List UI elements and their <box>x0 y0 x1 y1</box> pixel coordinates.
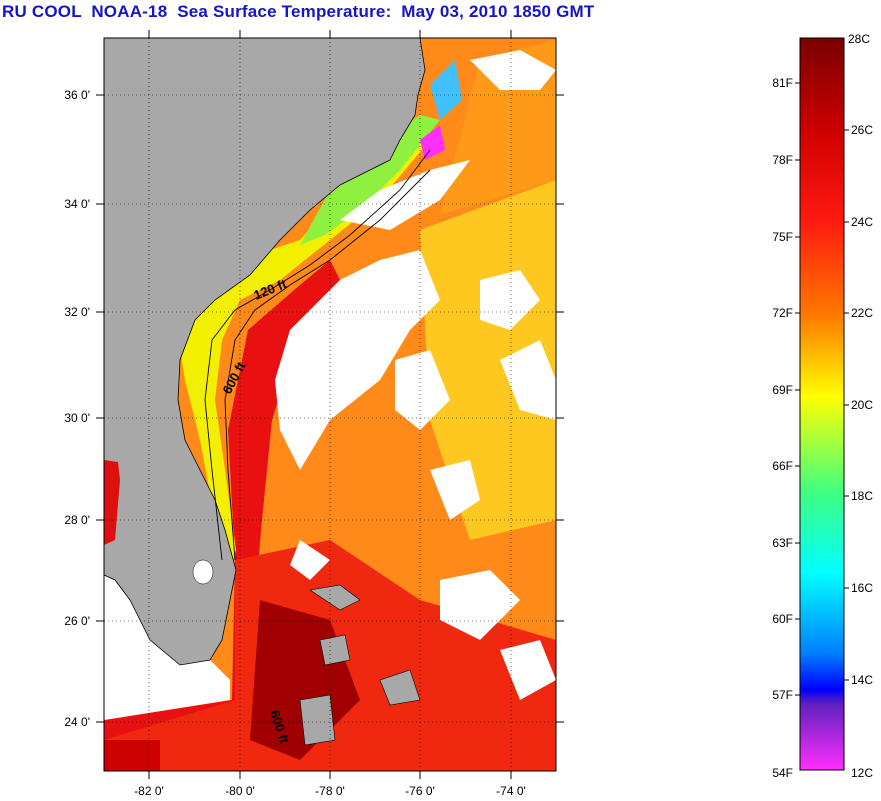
colorbar-c-label: 20C <box>851 398 873 412</box>
isobath-600ft <box>224 169 431 561</box>
colorbar-c-label: 12C <box>851 766 873 780</box>
map-gridlines <box>104 38 556 771</box>
bahamas-islands <box>299 584 421 746</box>
colorbar-c-label: 26C <box>851 123 873 137</box>
gulf-coast-water <box>104 460 120 545</box>
lon-label-78: -78 0' <box>315 784 345 798</box>
colorbar-f-label: 69F <box>772 383 793 397</box>
colorbar-f-label: 78F <box>772 153 793 167</box>
colorbar-f-label: 81F <box>772 76 793 90</box>
map-tick-marks <box>96 30 564 779</box>
lat-label-32: 32 0' <box>64 305 90 319</box>
ocean-yellow-region <box>420 180 556 540</box>
lon-label-80: -80 0' <box>225 784 255 798</box>
lat-label-24: 24 0' <box>64 715 90 729</box>
colorbar-f-label: 57F <box>772 688 793 702</box>
map-area <box>104 38 556 771</box>
colorbar-c-label: 24C <box>851 215 873 229</box>
colorbar-c-label: 14C <box>851 673 873 687</box>
cuba-coast-warm <box>104 740 160 771</box>
colorbar-fahrenheit-ticks <box>795 82 800 696</box>
colorbar-c-label: 16C <box>851 581 873 595</box>
colorbar-c-label: 28C <box>848 32 870 46</box>
cold-cyan-patch <box>430 60 462 120</box>
cloud-cover <box>104 38 556 720</box>
lat-label-28: 28 0' <box>64 513 90 527</box>
lat-label-34: 34 0' <box>64 197 90 211</box>
shelf-yellow-water <box>175 120 430 570</box>
lon-label-74: -74 0' <box>496 784 526 798</box>
colorbar-f-label: 72F <box>772 306 793 320</box>
colorbar-c-label: 22C <box>851 306 873 320</box>
colorbar-f-label: 75F <box>772 230 793 244</box>
lon-label-82: -82 0' <box>134 784 164 798</box>
chart-title: RU COOL NOAA-18 Sea Surface Temperature:… <box>2 2 595 21</box>
colorbar-c-label: 18C <box>851 489 873 503</box>
land-southeast-us <box>104 38 426 666</box>
lon-label-76: -76 0' <box>405 784 435 798</box>
colorbar-f-label: 60F <box>772 612 793 626</box>
colorbar-f-label: 63F <box>772 536 793 550</box>
colorbar-f-label: 66F <box>772 459 793 473</box>
colorbar-f-label: 54F <box>772 766 793 780</box>
isobath-120ft <box>204 149 431 561</box>
lat-label-36: 36 0' <box>64 88 90 102</box>
lake-okeechobee <box>192 559 214 585</box>
colorbar-celsius-ticks <box>844 129 849 681</box>
colorbar <box>799 37 845 771</box>
shelf-green-water <box>300 115 440 245</box>
lat-label-30: 30 0' <box>64 411 90 425</box>
cold-magenta-patch <box>420 125 445 160</box>
lat-label-26: 26 0' <box>64 614 90 628</box>
